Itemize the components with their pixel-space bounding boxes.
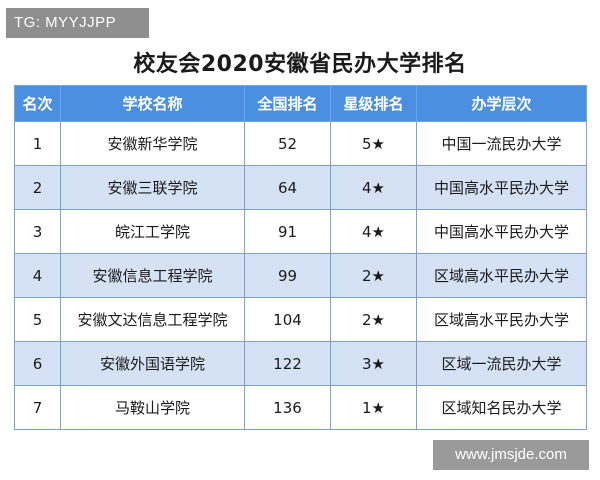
cell-star-rank: 4★ <box>330 209 417 254</box>
page-title: 校友会2020安徽省民办大学排名 <box>133 52 467 77</box>
cell-school-name: 皖江工学院 <box>60 209 245 254</box>
cell-level: 区域一流民办大学 <box>416 341 587 386</box>
table-row: 2 安徽三联学院 64 4★ 中国高水平民办大学 <box>14 165 587 210</box>
cell-school-name: 安徽三联学院 <box>60 165 245 210</box>
cell-national-rank: 99 <box>244 253 331 298</box>
watermark-top: TG: MYYJJPP <box>6 8 149 38</box>
cell-national-rank: 136 <box>244 385 331 430</box>
cell-star-rank: 5★ <box>330 121 417 166</box>
ranking-table-container: 名次 学校名称 全国排名 星级排名 办学层次 1 安徽新华学院 52 5★ 中国… <box>14 85 587 430</box>
cell-school-name: 安徽新华学院 <box>60 121 245 166</box>
cell-national-rank: 122 <box>244 341 331 386</box>
ranking-table: 名次 学校名称 全国排名 星级排名 办学层次 1 安徽新华学院 52 5★ 中国… <box>14 85 587 430</box>
cell-rank: 6 <box>14 341 61 386</box>
header-star-rank: 星级排名 <box>330 85 417 122</box>
cell-rank: 3 <box>14 209 61 254</box>
cell-star-rank: 3★ <box>330 341 417 386</box>
table-row: 6 安徽外国语学院 122 3★ 区域一流民办大学 <box>14 341 587 386</box>
cell-level: 中国一流民办大学 <box>416 121 587 166</box>
cell-star-rank: 1★ <box>330 385 417 430</box>
cell-school-name: 安徽信息工程学院 <box>60 253 245 298</box>
table-row: 4 安徽信息工程学院 99 2★ 区域高水平民办大学 <box>14 253 587 298</box>
cell-level: 区域高水平民办大学 <box>416 297 587 342</box>
cell-national-rank: 91 <box>244 209 331 254</box>
cell-school-name: 马鞍山学院 <box>60 385 245 430</box>
cell-level: 中国高水平民办大学 <box>416 209 587 254</box>
cell-level: 区域高水平民办大学 <box>416 253 587 298</box>
cell-school-name: 安徽外国语学院 <box>60 341 245 386</box>
cell-level: 中国高水平民办大学 <box>416 165 587 210</box>
cell-star-rank: 2★ <box>330 253 417 298</box>
cell-national-rank: 64 <box>244 165 331 210</box>
table-row: 3 皖江工学院 91 4★ 中国高水平民办大学 <box>14 209 587 254</box>
table-row: 5 安徽文达信息工程学院 104 2★ 区域高水平民办大学 <box>14 297 587 342</box>
cell-rank: 7 <box>14 385 61 430</box>
cell-school-name: 安徽文达信息工程学院 <box>60 297 245 342</box>
cell-star-rank: 2★ <box>330 297 417 342</box>
cell-rank: 1 <box>14 121 61 166</box>
cell-level: 区域知名民办大学 <box>416 385 587 430</box>
cell-national-rank: 52 <box>244 121 331 166</box>
table-header-row: 名次 学校名称 全国排名 星级排名 办学层次 <box>14 85 587 122</box>
header-rank: 名次 <box>14 85 61 122</box>
header-national-rank: 全国排名 <box>244 85 331 122</box>
header-school-name: 学校名称 <box>60 85 245 122</box>
cell-star-rank: 4★ <box>330 165 417 210</box>
cell-rank: 5 <box>14 297 61 342</box>
cell-national-rank: 104 <box>244 297 331 342</box>
table-row: 1 安徽新华学院 52 5★ 中国一流民办大学 <box>14 121 587 166</box>
table-row: 7 马鞍山学院 136 1★ 区域知名民办大学 <box>14 385 587 430</box>
watermark-bottom: www.jmsjde.com <box>433 440 589 470</box>
header-level: 办学层次 <box>416 85 587 122</box>
cell-rank: 4 <box>14 253 61 298</box>
cell-rank: 2 <box>14 165 61 210</box>
